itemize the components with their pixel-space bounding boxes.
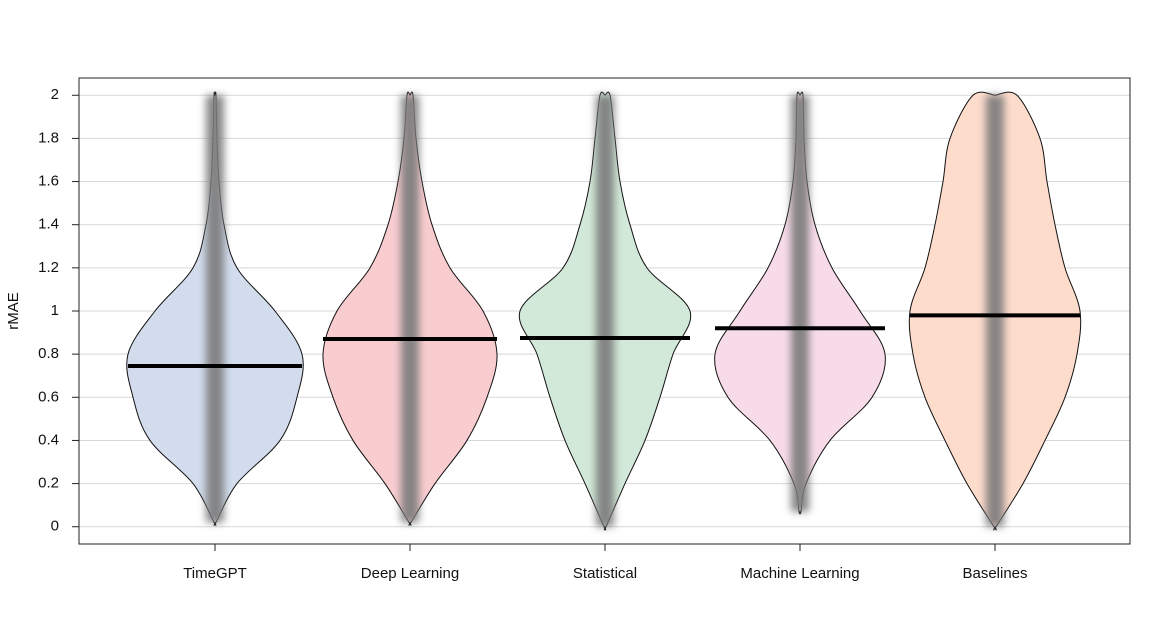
x-tick-label: Machine Learning [740, 565, 859, 582]
point-cloud [206, 95, 224, 523]
y-tick-label: 0.8 [38, 345, 59, 362]
y-tick-label: 1.6 [38, 173, 59, 190]
point-cloud [986, 95, 1004, 527]
y-tick-label: 1.8 [38, 129, 59, 146]
y-tick-label: 0 [51, 518, 59, 535]
point-cloud [791, 95, 809, 512]
point-cloud [401, 95, 419, 523]
y-tick-label: 1.2 [38, 259, 59, 276]
y-tick-label: 1.4 [38, 216, 59, 233]
x-tick-label: Statistical [573, 565, 637, 582]
point-cloud [596, 95, 614, 527]
y-tick-label: 0.4 [38, 431, 59, 448]
x-tick-label: Baselines [962, 565, 1027, 582]
x-tick-label: TimeGPT [183, 565, 247, 582]
plot-frame [78, 77, 1131, 545]
x-tick-label: Deep Learning [361, 565, 459, 582]
y-tick-label: 1 [51, 302, 59, 319]
y-tick-label: 0.6 [38, 388, 59, 405]
y-axis-label: rMAE [5, 292, 22, 330]
y-tick-label: 2 [51, 86, 59, 103]
y-tick-label: 0.2 [38, 475, 59, 492]
